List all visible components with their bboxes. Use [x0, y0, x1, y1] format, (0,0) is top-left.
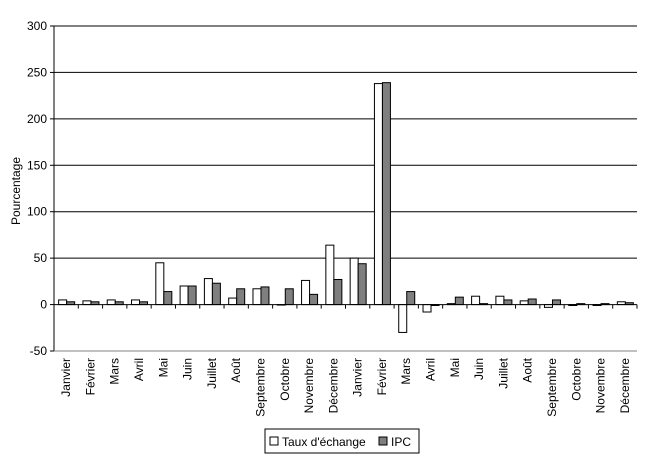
bar-taux-10: [301, 279, 311, 306]
x-tick-label: Février: [83, 358, 97, 395]
x-tick-label: Mai: [156, 358, 170, 377]
bar-taux-18: [495, 295, 505, 306]
legend-label-taux: Taux d'échange: [282, 435, 366, 449]
x-tick-label: Décembre: [618, 358, 632, 414]
bar-taux-15: [422, 304, 432, 313]
y-tick-label: 50: [34, 251, 48, 265]
bar-taux-13: [373, 83, 383, 306]
bars: [58, 82, 634, 333]
bar-taux-8: [252, 288, 262, 306]
x-tick-label: Janvier: [59, 358, 73, 397]
x-tick-label: Novembre: [302, 358, 316, 414]
x-tick-label: Septembre: [545, 358, 559, 417]
legend: Taux d'échange IPC: [264, 428, 420, 454]
bar-ipc-18: [503, 299, 513, 306]
x-tick-label: Juin: [472, 358, 486, 380]
x-tick-label: Août: [229, 357, 243, 382]
axes: [50, 25, 638, 352]
x-tick-label: Septembre: [253, 358, 267, 417]
bar-ipc-7: [236, 288, 246, 306]
x-tick-label: Mai: [448, 358, 462, 377]
x-tick-label: Avril: [132, 358, 146, 381]
bar-taux-1: [82, 300, 92, 306]
y-tick-label: 300: [27, 19, 47, 33]
y-tick-label: 150: [27, 158, 47, 172]
legend-swatch-taux: [269, 436, 279, 446]
x-tick-labels: Janvier Février Mars Avril Mai Juin Juillet Aoû…: [59, 357, 632, 416]
bar-taux-5: [179, 285, 189, 306]
legend-label-ipc: IPC: [391, 435, 411, 449]
bar-ipc-5: [187, 285, 197, 306]
y-tick-label: 250: [27, 65, 47, 79]
bar-taux-11: [325, 244, 335, 306]
x-tick-label: Novembre: [594, 358, 608, 414]
y-tick-label: 200: [27, 112, 47, 126]
bar-ipc-12: [357, 263, 367, 306]
x-tick-label: Octobre: [569, 358, 583, 401]
bar-taux-17: [471, 295, 481, 306]
x-tick-label: Juillet: [496, 357, 510, 388]
bar-taux-3: [131, 299, 141, 306]
x-tick-label: Janvier: [351, 358, 365, 397]
bar-ipc-16: [454, 296, 464, 306]
x-tick-label: Mars: [399, 358, 413, 385]
bar-ipc-9: [284, 288, 294, 306]
bar-taux-6: [203, 278, 213, 306]
y-tick-labels: -50 0 50 100 150 200 250 300: [27, 19, 47, 358]
bar-taux-4: [155, 262, 165, 306]
x-tick-label: Août: [521, 357, 535, 382]
y-tick-label: 0: [40, 298, 47, 312]
gridlines: [54, 25, 637, 259]
bar-ipc-19: [527, 298, 537, 306]
bar-ipc-14: [406, 291, 416, 306]
bar-ipc-4: [163, 291, 173, 306]
legend-box: [264, 428, 420, 454]
bar-ipc-11: [333, 279, 343, 306]
y-axis-label: Pourcentage: [9, 157, 23, 225]
y-tick-label: -50: [30, 344, 48, 358]
x-tick-label: Avril: [424, 358, 438, 381]
x-tick-label: Octobre: [278, 358, 292, 401]
x-tick-label: Juillet: [205, 357, 219, 388]
bar-taux-12: [349, 257, 359, 306]
bar-ipc-13: [381, 82, 391, 306]
bar-ipc-10: [309, 293, 319, 306]
x-tick-label: Juin: [181, 358, 195, 380]
legend-swatch-ipc: [378, 436, 388, 446]
bar-ipc-20: [551, 299, 561, 306]
x-tick-label: Mars: [108, 358, 122, 385]
bar-taux-19: [519, 300, 529, 306]
bar-taux-2: [106, 299, 116, 306]
bar-ipc-6: [211, 282, 221, 306]
bar-taux-0: [58, 299, 68, 306]
bar-taux-14: [398, 304, 408, 333]
bar-taux-7: [228, 297, 238, 306]
bar-ipc-8: [260, 286, 270, 306]
x-tick-label: Février: [375, 358, 389, 395]
x-tick-label: Décembre: [326, 358, 340, 414]
y-tick-label: 100: [27, 205, 47, 219]
